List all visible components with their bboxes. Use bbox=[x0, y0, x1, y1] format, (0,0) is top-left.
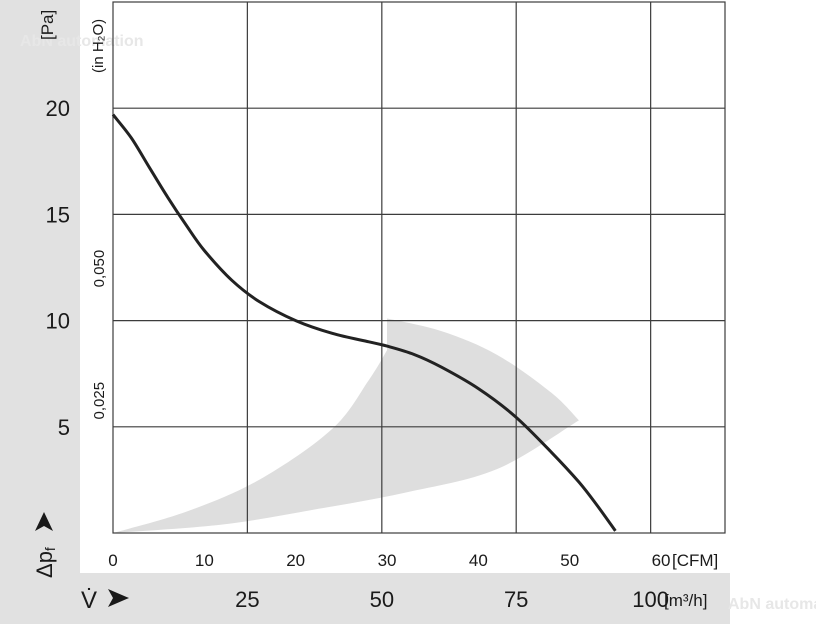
x-tick-label: 20 bbox=[286, 551, 305, 570]
x2-tick-label: 75 bbox=[504, 587, 528, 612]
bottom-axis-band bbox=[80, 573, 730, 624]
y2-axis-unit-inh2o: (in H₂O) bbox=[90, 19, 107, 73]
y-axis-symbol: Δpf bbox=[32, 547, 58, 578]
watermark-bottom: AbN automation bbox=[728, 596, 816, 613]
delta-p-symbol: Δp bbox=[32, 551, 57, 578]
plot-frame bbox=[112, 1, 726, 534]
y-axis-arrow-icon bbox=[35, 512, 53, 531]
x2-tick-label: 50 bbox=[370, 587, 394, 612]
grid-lines bbox=[113, 2, 725, 533]
x-tick-label: 30 bbox=[378, 551, 397, 570]
y-axis-unit-pa: [Pa] bbox=[38, 10, 57, 40]
y2-tick-label: 0,050 bbox=[91, 250, 108, 288]
delta-p-subscript: f bbox=[42, 547, 58, 551]
x2-tick-labels: 25 50 75 100 bbox=[235, 587, 669, 612]
x2-axis-symbol: V̇ bbox=[81, 586, 97, 614]
x-tick-label: 50 bbox=[560, 551, 579, 570]
y2-tick-labels: 0,025 0,050 bbox=[91, 250, 108, 420]
operating-range-band bbox=[113, 318, 579, 533]
x-tick-label: 10 bbox=[195, 551, 214, 570]
y2-tick-label: 0,025 bbox=[91, 382, 108, 420]
x-tick-label: 0 bbox=[108, 551, 117, 570]
x2-axis-unit-m3h: [m³/h] bbox=[664, 591, 707, 610]
y-tick-label: 5 bbox=[58, 415, 70, 440]
left-axis-band bbox=[0, 0, 80, 624]
x-tick-label: 40 bbox=[469, 551, 488, 570]
x2-tick-label: 100 bbox=[632, 587, 669, 612]
x2-axis-arrow-icon bbox=[108, 589, 129, 607]
pressure-curve-line bbox=[111, 113, 617, 532]
x-tick-label: 60 bbox=[652, 551, 671, 570]
y-tick-labels: 5 10 15 20 bbox=[46, 96, 70, 440]
y-tick-label: 10 bbox=[46, 309, 70, 334]
x-axis-unit-cfm: [CFM] bbox=[672, 551, 718, 570]
y-tick-label: 20 bbox=[46, 96, 70, 121]
y-tick-label: 15 bbox=[46, 202, 70, 227]
x-tick-labels: 0 10 20 30 40 50 60 bbox=[108, 551, 670, 570]
svg-text:Δpf: Δpf bbox=[32, 547, 58, 578]
x2-tick-label: 25 bbox=[235, 587, 259, 612]
